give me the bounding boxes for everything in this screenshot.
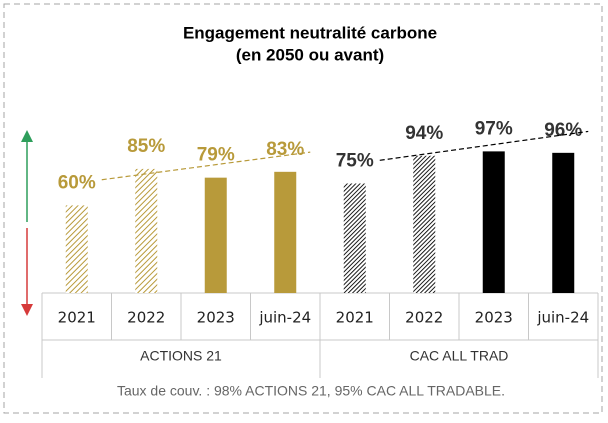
bar — [552, 152, 575, 293]
value-label: 97% — [475, 118, 513, 139]
x-tick-label: 2023 — [475, 309, 513, 327]
bar — [135, 168, 158, 293]
bar — [274, 171, 297, 293]
x-tick-label: 2022 — [127, 309, 165, 327]
value-label: 79% — [197, 145, 235, 166]
value-label: 96% — [544, 120, 582, 141]
frame — [3, 3, 603, 414]
group-label: ACTIONS 21 — [140, 348, 222, 364]
direction-arrow — [21, 130, 33, 316]
value-label: 75% — [336, 151, 374, 172]
chart-subtitle: (en 2050 ou avant) — [236, 45, 384, 64]
footnote: Taux de couv. : 98% ACTIONS 21, 95% CAC … — [117, 383, 505, 399]
x-tick-label: juin-24 — [258, 309, 311, 327]
trend-line — [379, 130, 589, 161]
bar — [413, 155, 436, 293]
value-label: 85% — [127, 136, 165, 157]
bar — [343, 183, 366, 293]
bar — [482, 151, 505, 293]
chart-title: Engagement neutralité carbone — [183, 23, 437, 42]
bar — [65, 205, 88, 293]
x-tick-label: 2023 — [197, 309, 235, 327]
value-label: 94% — [405, 123, 443, 144]
x-tick-label: 2021 — [58, 309, 96, 327]
value-label: 60% — [58, 172, 96, 193]
x-tick-label: 2022 — [405, 309, 443, 327]
group-label: CAC ALL TRAD — [410, 348, 509, 364]
x-tick-label: juin-24 — [536, 309, 589, 327]
trend-line — [101, 151, 311, 181]
bar — [204, 177, 227, 293]
x-tick-label: 2021 — [336, 309, 374, 327]
